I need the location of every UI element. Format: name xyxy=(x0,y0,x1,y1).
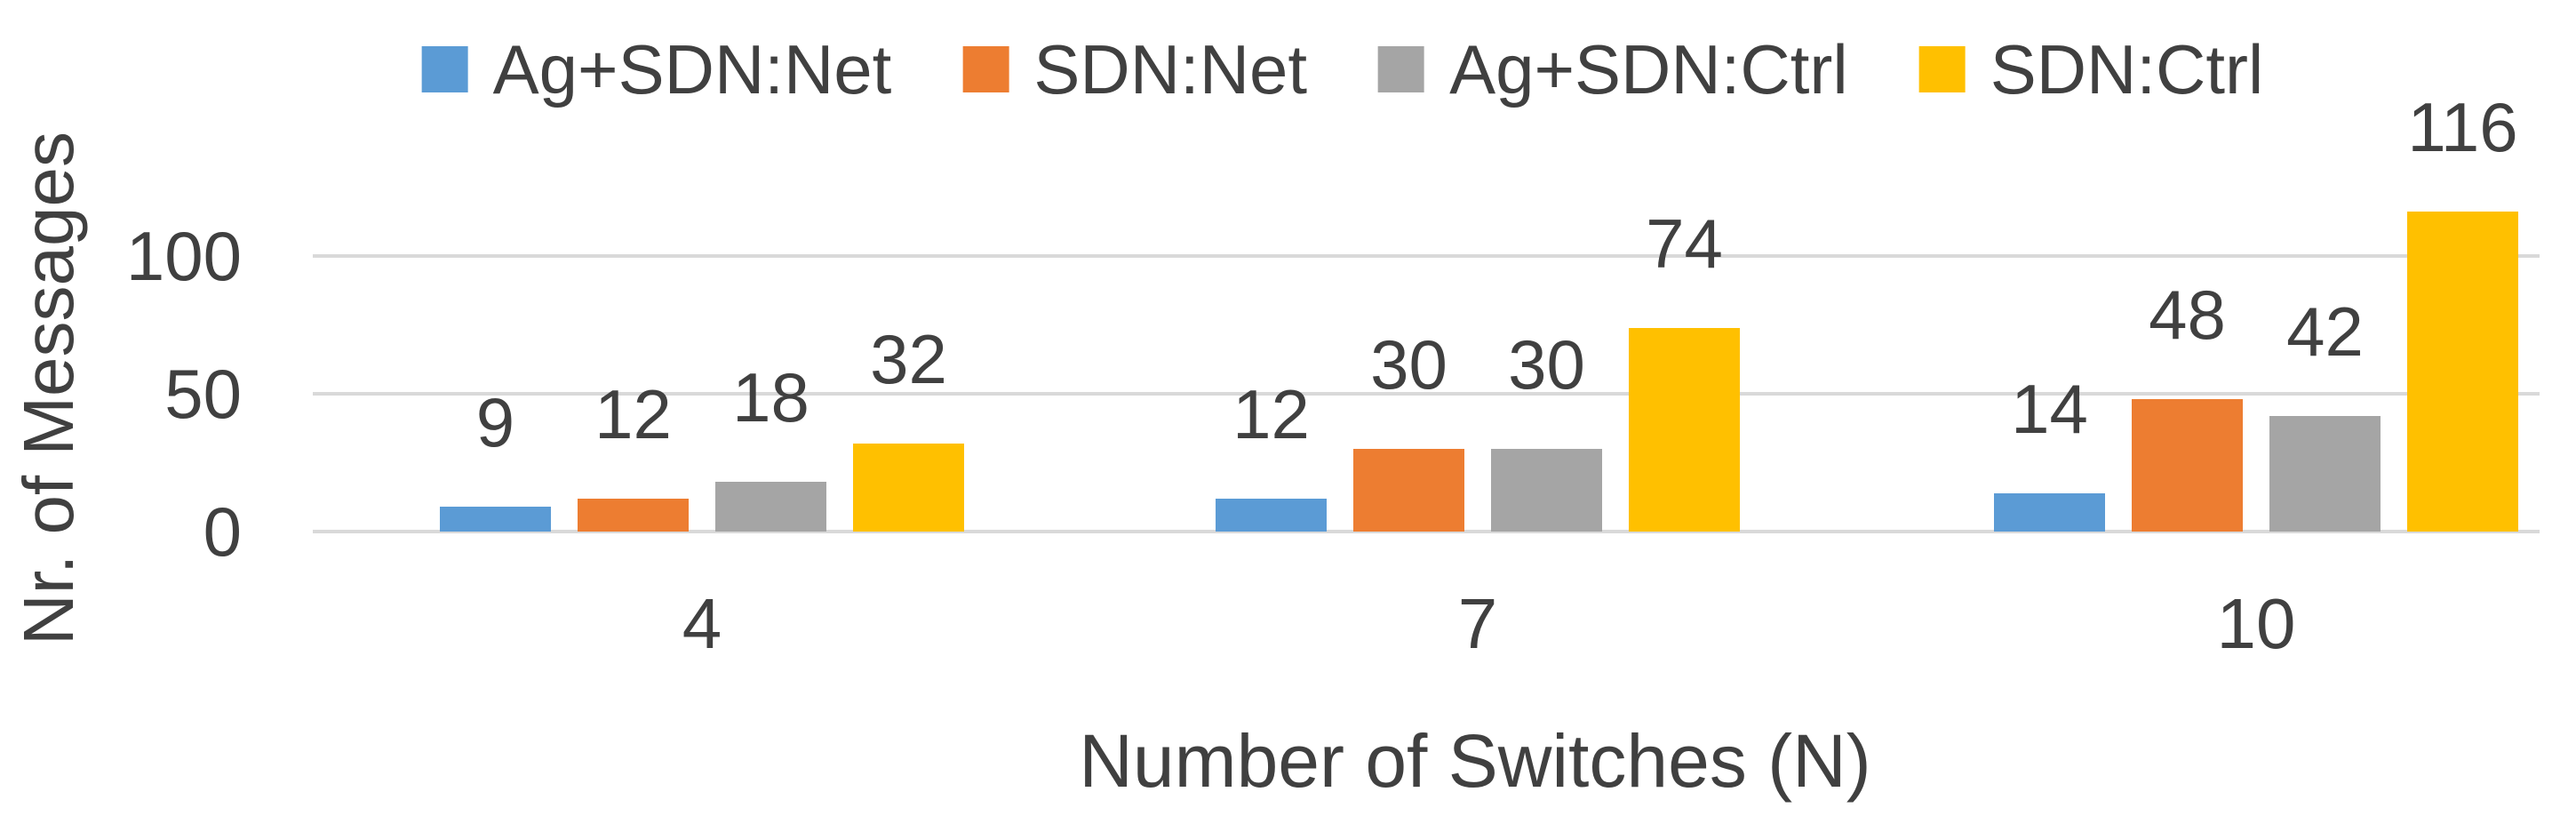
legend-swatch-sdn-net-icon xyxy=(962,46,1009,92)
y-tick-label-50: 50 xyxy=(164,355,242,433)
legend-label-sdn-ctrl: SDN:Ctrl xyxy=(1990,30,2264,108)
legend-item-sdn-net: SDN:Net xyxy=(962,25,1307,114)
bar-ag-sdn-ctrl-n7 xyxy=(1491,449,1602,532)
y-tick-label-0: 0 xyxy=(203,492,242,571)
legend-item-ag-sdn-net: Ag+SDN:Net xyxy=(421,25,892,114)
bar-value-label-ag-sdn-ctrl-n4: 18 xyxy=(732,358,809,436)
gridline-y-100 xyxy=(313,254,2540,258)
gridline-y-50 xyxy=(313,392,2540,396)
legend-label-ag-sdn-ctrl: Ag+SDN:Ctrl xyxy=(1449,30,1848,108)
bar-value-label-sdn-net-n4: 12 xyxy=(594,375,672,453)
bar-sdn-net-n10 xyxy=(2132,399,2243,532)
bar-value-label-ag-sdn-net-n10: 14 xyxy=(2011,370,2088,448)
bar-value-label-sdn-net-n7: 30 xyxy=(1370,325,1448,404)
bar-ag-sdn-ctrl-n10 xyxy=(2269,416,2381,532)
bar-value-label-sdn-ctrl-n4: 32 xyxy=(870,320,947,398)
x-axis-title: Number of Switches (N) xyxy=(1079,719,1871,803)
bar-sdn-ctrl-n7 xyxy=(1629,328,1740,532)
legend-item-sdn-ctrl: SDN:Ctrl xyxy=(1918,25,2264,114)
y-tick-label-100: 100 xyxy=(125,217,242,295)
bar-sdn-ctrl-n4 xyxy=(853,444,964,532)
bar-value-label-ag-sdn-net-n4: 9 xyxy=(475,383,515,461)
legend-label-ag-sdn-net: Ag+SDN:Net xyxy=(492,30,892,108)
bar-sdn-ctrl-n10 xyxy=(2407,212,2518,532)
gridline-y-0 xyxy=(313,530,2540,533)
bar-value-label-ag-sdn-ctrl-n10: 42 xyxy=(2286,292,2364,371)
bar-value-label-ag-sdn-ctrl-n7: 30 xyxy=(1508,325,1585,404)
bar-value-label-sdn-ctrl-n10: 116 xyxy=(2407,88,2518,166)
bar-ag-sdn-net-n10 xyxy=(1994,493,2105,532)
bar-ag-sdn-net-n7 xyxy=(1216,499,1327,532)
x-category-label-7: 7 xyxy=(1457,584,1498,663)
bar-value-label-ag-sdn-net-n7: 12 xyxy=(1232,375,1310,453)
bar-ag-sdn-ctrl-n4 xyxy=(715,482,826,532)
legend-swatch-sdn-ctrl-icon xyxy=(1918,46,1966,92)
bar-value-label-sdn-net-n10: 48 xyxy=(2149,276,2226,354)
bar-ag-sdn-net-n4 xyxy=(440,507,551,532)
legend-item-ag-sdn-ctrl: Ag+SDN:Ctrl xyxy=(1378,25,1848,114)
x-category-label-4: 4 xyxy=(682,584,722,663)
x-category-label-10: 10 xyxy=(2216,584,2296,663)
chart-legend: Ag+SDN:Net SDN:Net Ag+SDN:Ctrl SDN:Ctrl xyxy=(421,25,2264,114)
bar-value-label-sdn-ctrl-n7: 74 xyxy=(1646,204,1723,283)
bar-sdn-net-n7 xyxy=(1353,449,1464,532)
legend-label-sdn-net: SDN:Net xyxy=(1033,30,1308,108)
bar-sdn-net-n4 xyxy=(578,499,689,532)
legend-swatch-ag-sdn-net-icon xyxy=(421,46,468,92)
legend-swatch-ag-sdn-ctrl-icon xyxy=(1378,46,1425,92)
